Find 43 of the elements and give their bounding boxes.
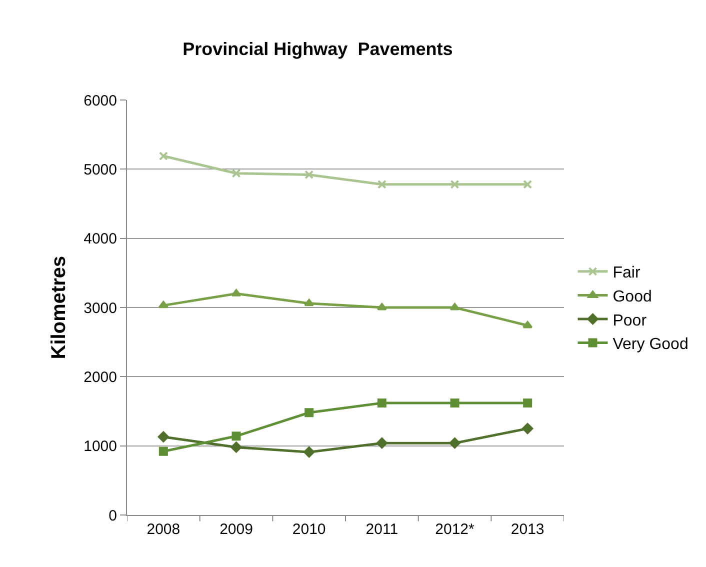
point bbox=[304, 170, 314, 180]
point bbox=[232, 432, 241, 441]
legend-label: Poor bbox=[612, 312, 648, 330]
point bbox=[523, 398, 532, 408]
y-tick-label: 0 bbox=[108, 507, 117, 524]
point bbox=[158, 446, 168, 456]
point bbox=[523, 180, 532, 189]
point bbox=[376, 303, 387, 310]
point bbox=[522, 320, 533, 328]
chart-title: Provincial Highway Pavements bbox=[182, 39, 453, 60]
y-tick-label: 3000 bbox=[84, 300, 117, 317]
y-tick-label: 6000 bbox=[84, 92, 117, 110]
point bbox=[449, 438, 460, 449]
x-tick-label: 2013 bbox=[510, 521, 544, 538]
point bbox=[304, 298, 314, 306]
point bbox=[376, 438, 388, 449]
y-tick-label: 1000 bbox=[84, 438, 117, 456]
x-tick-label: 2009 bbox=[220, 521, 253, 538]
x-tick-label: 2012* bbox=[435, 521, 475, 538]
point bbox=[377, 398, 386, 408]
legend-label: Good bbox=[612, 288, 652, 306]
x-tick-label: 2010 bbox=[292, 521, 326, 538]
point bbox=[231, 289, 242, 296]
legend-label: Very Good bbox=[612, 336, 688, 354]
y-axis-title: Kilometres bbox=[48, 256, 70, 360]
y-tick-label: 2000 bbox=[84, 368, 117, 386]
point bbox=[232, 168, 241, 178]
point bbox=[450, 398, 460, 408]
point bbox=[158, 300, 168, 308]
point bbox=[304, 408, 314, 418]
y-tick-label: 4000 bbox=[84, 230, 117, 248]
point bbox=[450, 180, 460, 189]
point bbox=[158, 431, 169, 442]
point bbox=[450, 303, 460, 310]
y-tick-label: 5000 bbox=[84, 161, 117, 178]
point bbox=[304, 446, 315, 458]
point bbox=[377, 180, 386, 189]
x-tick-label: 2011 bbox=[366, 521, 398, 538]
legend-label: Fair bbox=[612, 264, 641, 282]
x-tick-label: 2008 bbox=[146, 521, 180, 538]
point bbox=[522, 422, 534, 434]
point bbox=[230, 442, 242, 453]
point bbox=[158, 152, 168, 161]
